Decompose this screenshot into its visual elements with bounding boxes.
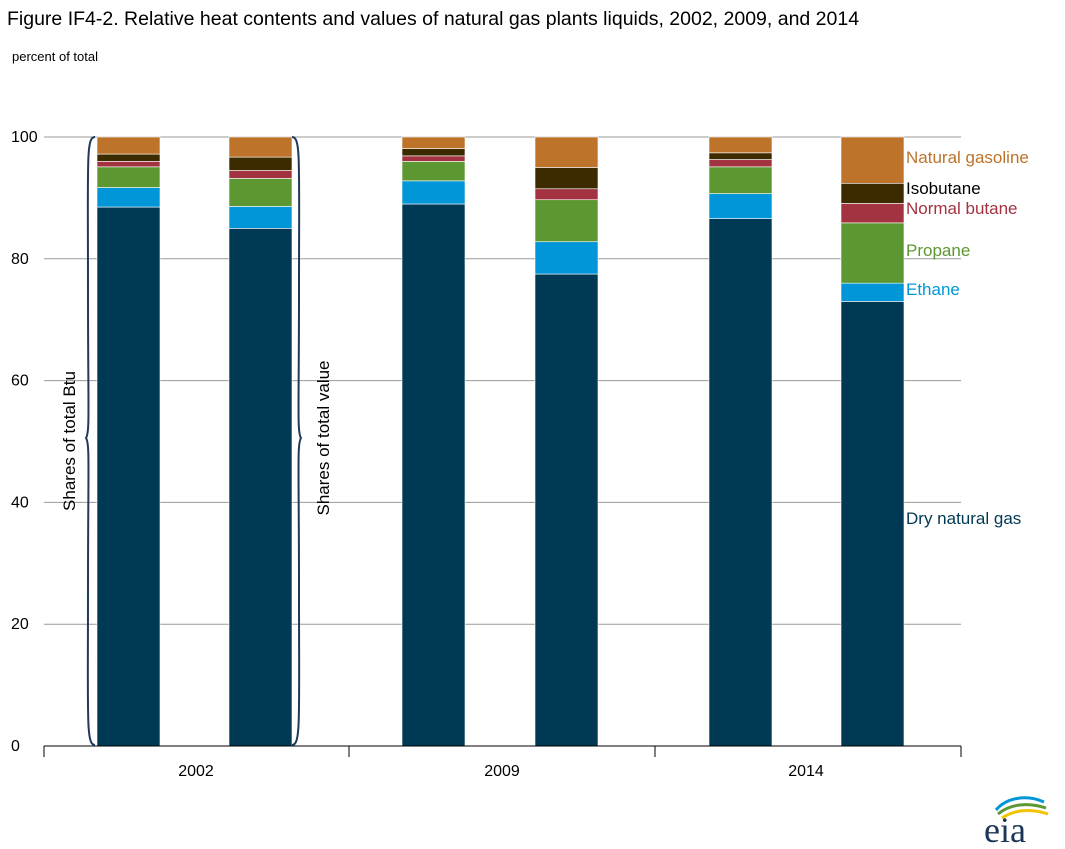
eia-logo: eia: [984, 796, 1049, 844]
value-brace: [291, 136, 303, 746]
bar-segment-propane: [840, 222, 905, 284]
bar-segment-isobutane: [840, 182, 905, 204]
y-tick-label: 100: [11, 129, 38, 146]
bar-segment-normal-butane: [401, 155, 466, 162]
y-tick-labels: 0 20 40 60 80 100: [11, 129, 38, 755]
bar-segment-isobutane: [401, 148, 466, 157]
bar-segment-dry-natural-gas: [534, 273, 599, 747]
series-labels: Dry natural gas Ethane Propane Normal butan…: [906, 148, 1029, 528]
bar-segment-dry-natural-gas: [840, 301, 905, 747]
bar-segment-dry-natural-gas: [228, 228, 293, 747]
bar-segment-ethane: [840, 282, 905, 302]
bar-segment-natural-gasoline: [708, 136, 773, 154]
bar-segment-ethane: [708, 193, 773, 219]
btu-brace-label: Shares of total Btu: [60, 371, 79, 511]
bar-segment-isobutane: [96, 153, 161, 162]
svg-text:eia: eia: [984, 810, 1026, 844]
series-label-isobutane: Isobutane: [906, 179, 981, 198]
series-label-ethane: Ethane: [906, 280, 960, 299]
chart-subtitle: percent of total: [12, 49, 98, 64]
bar-segment-propane: [534, 199, 599, 243]
gridlines: [44, 136, 961, 625]
x-tick-label: 2002: [178, 763, 214, 780]
chart-title: Figure IF4-2. Relative heat contents and…: [7, 8, 860, 30]
bar-segment-natural-gasoline: [840, 136, 905, 184]
bar-segment-dry-natural-gas: [96, 206, 161, 747]
bar-segment-propane: [708, 166, 773, 194]
y-tick-label: 0: [11, 738, 20, 755]
bar-segment-normal-butane: [228, 170, 293, 179]
bar-segment-ethane: [534, 241, 599, 275]
bar-segment-normal-butane: [840, 203, 905, 224]
axes: [43, 745, 962, 757]
x-tick-label: 2009: [484, 763, 520, 780]
bar-segment-isobutane: [534, 167, 599, 190]
series-label-propane: Propane: [906, 241, 970, 260]
bar-segment-natural-gasoline: [401, 136, 466, 149]
bar-segment-normal-butane: [96, 161, 161, 168]
x-tick-labels: 2002 2009 2014: [178, 763, 824, 780]
bar-segment-propane: [228, 178, 293, 207]
bar-segment-propane: [401, 161, 466, 182]
bar-segment-natural-gasoline: [228, 136, 293, 158]
bar-segment-isobutane: [708, 152, 773, 160]
x-tick-label: 2014: [788, 763, 824, 780]
bar-segment-dry-natural-gas: [708, 218, 773, 747]
btu-brace: [84, 136, 96, 746]
bars: [96, 136, 905, 747]
bar-segment-ethane: [96, 187, 161, 208]
bar-segment-isobutane: [228, 156, 293, 171]
bar-segment-dry-natural-gas: [401, 203, 466, 747]
series-label-dry-natural-gas: Dry natural gas: [906, 509, 1021, 528]
bar-segment-ethane: [401, 180, 466, 205]
bar-segment-propane: [96, 166, 161, 188]
y-tick-label: 60: [11, 373, 29, 390]
bar-segment-normal-butane: [534, 188, 599, 201]
y-tick-label: 40: [11, 494, 29, 511]
y-tick-label: 20: [11, 616, 29, 633]
bar-segment-natural-gasoline: [96, 136, 161, 155]
bar-segment-normal-butane: [708, 159, 773, 168]
series-label-normal-butane: Normal butane: [906, 199, 1018, 218]
y-tick-label: 80: [11, 251, 29, 268]
bar-segment-natural-gasoline: [534, 136, 599, 168]
series-label-natural-gasoline: Natural gasoline: [906, 148, 1029, 167]
value-brace-label: Shares of total value: [314, 361, 333, 516]
bar-segment-ethane: [228, 206, 293, 229]
